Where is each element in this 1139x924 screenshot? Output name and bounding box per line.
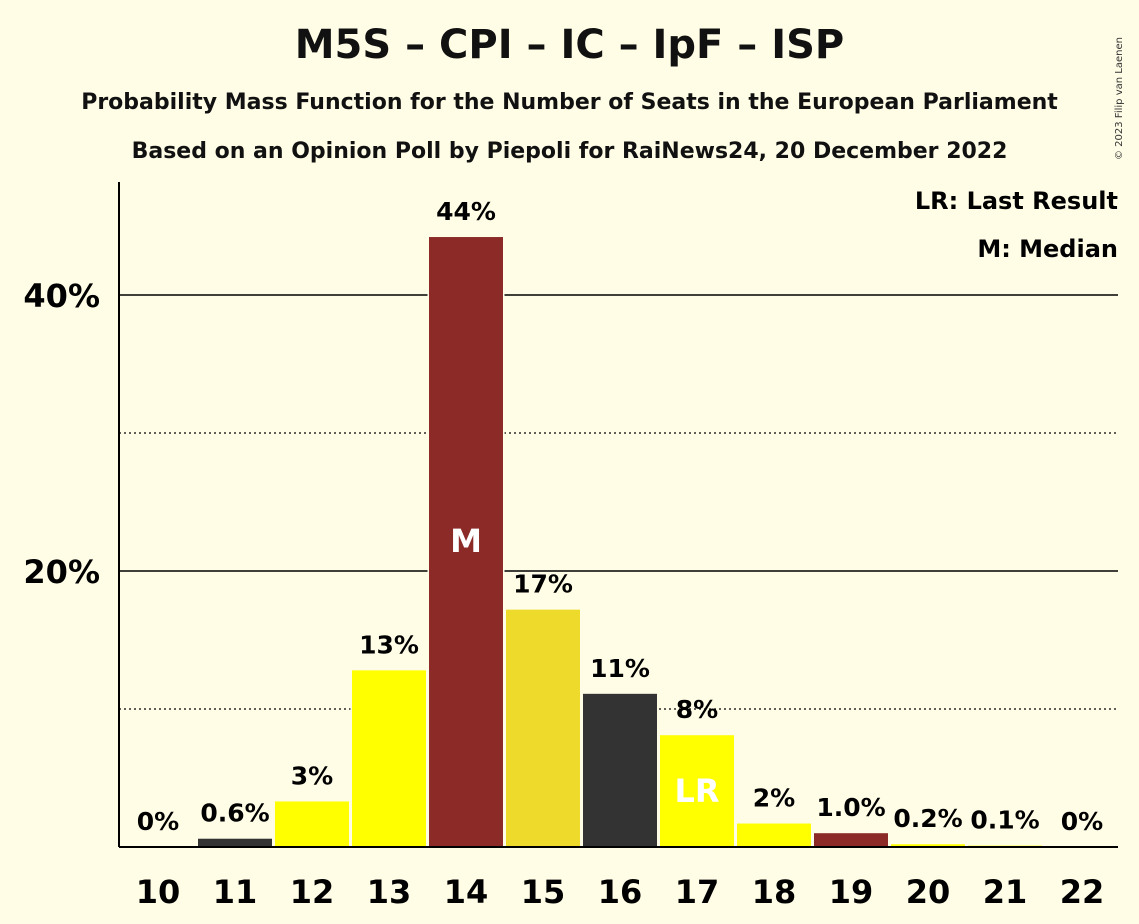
data-label-21: 0.1%: [970, 806, 1039, 835]
data-label-22: 0%: [1061, 807, 1103, 836]
data-label-20: 0.2%: [893, 804, 962, 833]
x-tick-label-10: 10: [136, 873, 181, 911]
data-label-12: 3%: [291, 761, 333, 790]
x-tick-label-21: 21: [983, 873, 1028, 911]
bar-gap: [966, 844, 1044, 847]
x-tick-label-16: 16: [598, 873, 643, 911]
bar-15: [506, 609, 580, 847]
x-tick-label-12: 12: [290, 873, 335, 911]
data-label-17: 8%: [676, 695, 718, 724]
data-label-18: 2%: [753, 784, 795, 813]
x-tick-label-11: 11: [213, 873, 258, 911]
x-tick-label-17: 17: [675, 873, 720, 911]
bar-14: [429, 237, 503, 848]
last-result-marker: LR: [674, 772, 719, 810]
y-tick-label: 40%: [23, 277, 100, 315]
bar-17: [660, 735, 734, 847]
bar-18: [737, 823, 811, 847]
bars: 0% 0.6% 3% 13% 44% M 17% 11% 8% LR 2% 1.0% 0.2% 0.1% 0…: [137, 197, 1103, 848]
x-tick-label-22: 22: [1060, 873, 1105, 911]
axes: 20% 40% 10 11 12 13 14 15 16 17 18 19 20 21 22: [23, 182, 1118, 911]
bar-19: [814, 833, 888, 847]
data-label-15: 17%: [513, 570, 573, 599]
x-tick-label-15: 15: [521, 873, 566, 911]
data-label-11: 0.6%: [200, 799, 269, 828]
x-tick-label-14: 14: [444, 873, 489, 911]
gridlines: [119, 294, 1118, 710]
legend-median: M: Median: [977, 235, 1118, 263]
data-label-10: 0%: [137, 807, 179, 836]
bar-16: [583, 693, 657, 847]
bar-12: [275, 801, 349, 847]
bar-20: [891, 844, 965, 847]
chart-title: M5S – CPI – IC – IpF – ISP: [294, 22, 845, 68]
data-label-14: 44%: [436, 197, 496, 226]
x-tick-label-13: 13: [367, 873, 412, 911]
data-label-13: 13%: [359, 630, 419, 659]
data-label-19: 1.0%: [816, 793, 885, 822]
legend-last-result: LR: Last Result: [915, 187, 1118, 215]
x-tick-label-20: 20: [906, 873, 951, 911]
data-label-16: 11%: [590, 654, 650, 683]
median-marker: M: [450, 522, 482, 560]
x-tick-label-19: 19: [829, 873, 874, 911]
chart-subtitle: Probability Mass Function for the Number…: [81, 90, 1058, 115]
chart-subtitle-source: Based on an Opinion Poll by Piepoli for …: [131, 139, 1008, 164]
y-tick-label: 20%: [23, 553, 100, 591]
bar-13: [352, 670, 426, 847]
x-tick-label-18: 18: [752, 873, 797, 911]
bar-11: [198, 838, 272, 847]
